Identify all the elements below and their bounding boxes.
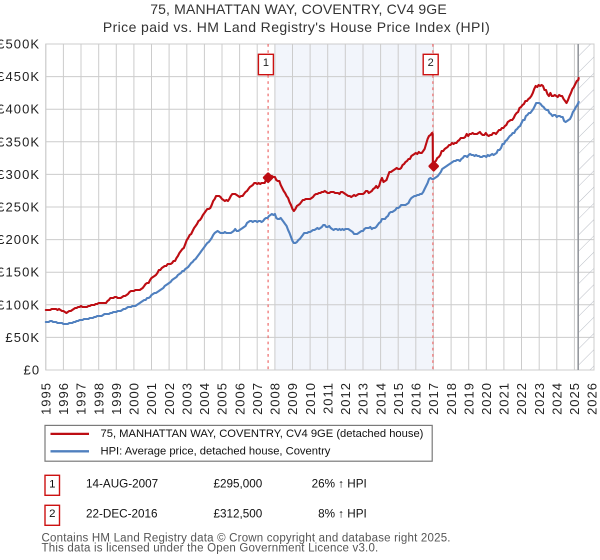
svg-text:2017: 2017	[426, 382, 441, 415]
svg-text:1995: 1995	[39, 382, 54, 415]
svg-text:1999: 1999	[109, 382, 124, 415]
svg-text:1: 1	[49, 478, 55, 490]
svg-text:2006: 2006	[232, 382, 247, 415]
svg-text:2016: 2016	[409, 382, 424, 415]
svg-text:£250K: £250K	[0, 200, 40, 215]
svg-text:2022: 2022	[514, 382, 529, 415]
svg-text:Contains HM Land Registry data: Contains HM Land Registry data © Crown c…	[42, 533, 451, 545]
svg-text:2011: 2011	[320, 382, 335, 414]
svg-text:2018: 2018	[444, 382, 459, 415]
svg-text:2015: 2015	[391, 382, 406, 415]
svg-text:£500K: £500K	[0, 37, 40, 52]
svg-text:£300K: £300K	[0, 167, 40, 182]
svg-text:2024: 2024	[550, 382, 565, 415]
svg-text:2005: 2005	[215, 382, 230, 415]
svg-text:1: 1	[263, 57, 269, 69]
svg-text:HPI: Average price, detached h: HPI: Average price, detached house, Cove…	[101, 446, 331, 458]
svg-text:2014: 2014	[373, 382, 388, 415]
svg-text:22-DEC-2016: 22-DEC-2016	[86, 507, 157, 520]
svg-text:2010: 2010	[303, 382, 318, 415]
svg-text:75, MANHATTAN WAY, COVENTRY, C: 75, MANHATTAN WAY, COVENTRY, CV4 9GE	[150, 1, 447, 17]
svg-text:£295,000: £295,000	[214, 477, 263, 490]
svg-text:14-AUG-2007: 14-AUG-2007	[86, 477, 158, 490]
svg-text:£400K: £400K	[0, 102, 40, 117]
svg-text:£200K: £200K	[0, 232, 40, 247]
svg-text:1998: 1998	[91, 382, 106, 415]
svg-text:2009: 2009	[285, 382, 300, 415]
svg-text:2004: 2004	[197, 382, 212, 415]
svg-text:2020: 2020	[479, 382, 494, 415]
svg-text:This data is licensed under th: This data is licensed under the Open Gov…	[42, 543, 379, 555]
svg-text:2: 2	[428, 57, 434, 69]
svg-text:2008: 2008	[268, 382, 283, 415]
svg-text:£50K: £50K	[5, 330, 40, 345]
svg-text:2003: 2003	[180, 382, 195, 415]
svg-text:2: 2	[49, 508, 55, 520]
svg-text:8% ↑ HPI: 8% ↑ HPI	[318, 507, 367, 520]
svg-text:2000: 2000	[127, 382, 142, 415]
svg-text:1997: 1997	[74, 382, 89, 415]
svg-text:2025: 2025	[567, 382, 582, 415]
svg-text:2001: 2001	[144, 382, 159, 415]
svg-text:£150K: £150K	[0, 265, 40, 280]
svg-text:£350K: £350K	[0, 134, 40, 149]
svg-text:£450K: £450K	[0, 69, 40, 84]
svg-text:£100K: £100K	[0, 297, 40, 312]
svg-text:1996: 1996	[56, 382, 71, 415]
svg-text:2002: 2002	[162, 382, 177, 415]
svg-text:2023: 2023	[532, 382, 547, 415]
svg-text:75, MANHATTAN WAY, COVENTRY, C: 75, MANHATTAN WAY, COVENTRY, CV4 9GE (de…	[101, 428, 424, 440]
svg-text:£0: £0	[24, 363, 41, 378]
svg-text:2026: 2026	[585, 382, 600, 415]
svg-text:2019: 2019	[461, 382, 476, 415]
svg-text:26% ↑ HPI: 26% ↑ HPI	[312, 477, 367, 490]
svg-text:2007: 2007	[250, 382, 265, 415]
svg-text:2013: 2013	[356, 382, 371, 415]
svg-text:2021: 2021	[497, 382, 512, 415]
svg-text:2012: 2012	[338, 382, 353, 415]
svg-text:Price paid vs. HM Land Registr: Price paid vs. HM Land Registry's House …	[103, 19, 490, 35]
svg-text:£312,500: £312,500	[214, 507, 263, 520]
